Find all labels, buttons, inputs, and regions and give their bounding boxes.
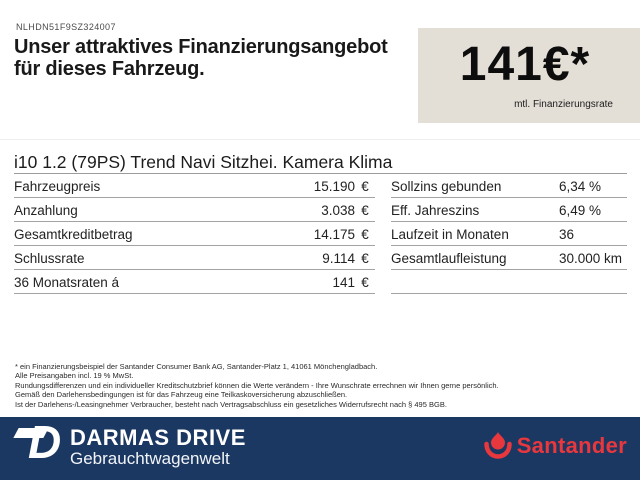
table-row: Fahrzeugpreis 15.190 €: [14, 174, 375, 198]
row-label: 36 Monatsraten á: [14, 275, 120, 290]
row-value: 36: [559, 227, 575, 242]
row-label: Sollzins gebunden: [391, 179, 502, 194]
disclaimer-line: * ein Finanzierungsbeispiel der Santande…: [15, 362, 378, 371]
row-value: 14.175: [313, 227, 355, 242]
disclaimer-line: Ist der Darlehens-/Leasingnehmer Verbrau…: [15, 399, 447, 409]
finance-table-right: Sollzins gebunden 6,34 % Eff. Jahreszins…: [391, 174, 627, 294]
disclaimer-line: Gemäß den Darlehensbedingungen ist für d…: [15, 390, 348, 400]
disclaimer-line: Rundungsdifferenzen und ein individuelle…: [15, 380, 499, 390]
offer-heading-line1: Unser attraktives Finanzierungsangebot: [14, 36, 388, 58]
offer-heading: Unser attraktives Finanzierungsangebot f…: [14, 36, 388, 80]
table-row: [391, 270, 627, 294]
dealer-logo-icon: D: [13, 417, 68, 474]
row-value: 15.190: [313, 179, 355, 194]
santander-wordmark: Santander: [516, 433, 627, 458]
offer-heading-line2: für dieses Fahrzeug.: [14, 57, 205, 80]
santander-flame-icon: [483, 432, 512, 459]
row-label: Fahrzeugpreis: [14, 179, 101, 194]
monthly-rate-label: mtl. Finanzierungsrate: [514, 99, 613, 110]
dealer-subtitle: Gebrauchtwagenwelt: [70, 449, 230, 468]
table-row: Sollzins gebunden 6,34 %: [391, 174, 627, 198]
row-value: 6,49 %: [559, 203, 602, 218]
vehicle-title: i10 1.2 (79PS) Trend Navi Sitzhei. Kamer…: [14, 152, 393, 172]
row-unit: €: [361, 227, 369, 242]
row-label: Gesamtlaufleistung: [391, 251, 507, 266]
row-value: 141: [332, 275, 355, 290]
row-unit: €: [361, 251, 369, 266]
monthly-rate: 141€*: [459, 38, 591, 91]
row-value: 6,34 %: [559, 179, 602, 194]
row-value: 9.114: [322, 251, 355, 266]
row-unit: €: [361, 275, 369, 290]
vin-text: NLHDN51F9SZ324007: [16, 22, 116, 32]
vehicle-title-divider: [14, 173, 627, 174]
row-label: Gesamtkreditbetrag: [14, 227, 133, 242]
row-label: Anzahlung: [14, 203, 78, 218]
row-value: 30.000 km: [559, 251, 623, 266]
header-divider: [0, 139, 640, 140]
dealer-name: DARMAS DRIVE: [70, 425, 246, 450]
table-row: Gesamtkreditbetrag 14.175 €: [14, 222, 375, 246]
footer-bar: D DARMAS DRIVE Gebrauchtwagenwelt Santan…: [0, 417, 640, 480]
row-value: 3.038: [321, 203, 355, 218]
row-unit: €: [361, 179, 369, 194]
row-label: Eff. Jahreszins: [391, 203, 480, 218]
disclaimer: * ein Finanzierungsbeispiel der Santande…: [15, 362, 499, 409]
row-label: Schlussrate: [14, 251, 85, 266]
row-label: Laufzeit in Monaten: [391, 227, 509, 242]
table-row: Gesamtlaufleistung 30.000 km: [391, 246, 627, 270]
table-row: Eff. Jahreszins 6,49 %: [391, 198, 627, 222]
table-row: Laufzeit in Monaten 36: [391, 222, 627, 246]
santander-logo: Santander: [483, 431, 627, 461]
finance-table-left: Fahrzeugpreis 15.190 € Anzahlung 3.038 €…: [14, 174, 375, 294]
table-row: Anzahlung 3.038 €: [14, 198, 375, 222]
table-row: Schlussrate 9.114 €: [14, 246, 375, 270]
table-row: 36 Monatsraten á 141 €: [14, 270, 375, 294]
disclaimer-line: Alle Preisangaben incl. 19 % MwSt.: [15, 371, 134, 381]
dealer-logo-letter: D: [28, 416, 62, 468]
price-box: 141€* mtl. Finanzierungsrate: [418, 28, 640, 123]
row-unit: €: [361, 203, 369, 218]
